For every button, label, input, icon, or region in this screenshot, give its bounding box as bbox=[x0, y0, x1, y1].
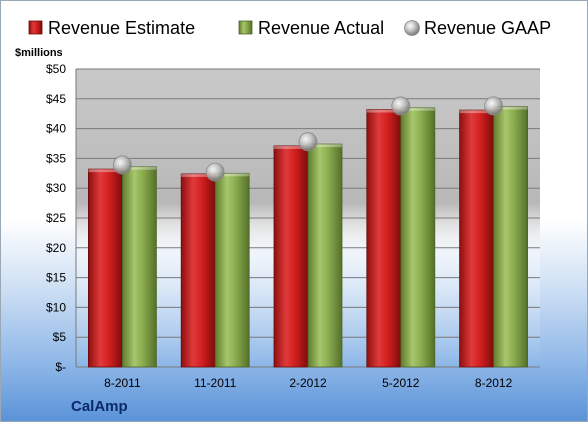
marker-revenue-gaap-8-2011 bbox=[113, 155, 132, 175]
bar-revenue-estimate-8-2011 bbox=[88, 168, 123, 368]
bar-top-highlight bbox=[88, 169, 123, 173]
x-tick-label: 2-2012 bbox=[289, 376, 327, 390]
bar-top-highlight bbox=[122, 166, 157, 170]
legend-label-revenue-gaap: Revenue GAAP bbox=[424, 18, 551, 38]
y-tick-label: $10 bbox=[46, 300, 66, 314]
x-tick-label: 11-2011 bbox=[194, 376, 237, 390]
bar-top-highlight bbox=[181, 173, 216, 177]
bar-revenue-estimate-11-2011 bbox=[180, 173, 216, 368]
y-tick-label: $25 bbox=[46, 211, 66, 225]
company-label: CalAmp bbox=[71, 398, 128, 415]
y-tick-label: $5 bbox=[53, 330, 67, 344]
bar-revenue-actual-8-2011 bbox=[122, 166, 157, 368]
x-tick-label: 5-2012 bbox=[382, 376, 420, 390]
bar-top-highlight bbox=[493, 106, 528, 110]
x-tick-label: 8-2012 bbox=[475, 376, 513, 390]
x-axis: 8-2011 11-2011 2-2012 5-2012 8-2012 bbox=[104, 376, 512, 390]
bar-revenue-actual-2-2012 bbox=[307, 143, 343, 368]
bar-top-highlight bbox=[274, 145, 308, 149]
legend-swatch-revenue-gaap bbox=[404, 20, 420, 36]
marker-revenue-gaap-11-2011 bbox=[205, 162, 225, 182]
gaap-markers bbox=[113, 96, 504, 182]
bar-series bbox=[88, 106, 529, 368]
legend-swatch-revenue-actual bbox=[238, 20, 253, 35]
y-tick-label: $40 bbox=[46, 122, 66, 136]
legend-swatch-revenue-estimate bbox=[28, 20, 43, 35]
legend-label-revenue-actual: Revenue Actual bbox=[258, 18, 384, 38]
marker-revenue-gaap-5-2012 bbox=[391, 96, 411, 116]
bar-top-highlight bbox=[308, 144, 342, 148]
bar-revenue-actual-8-2012 bbox=[493, 106, 529, 368]
x-tick-label: 8-2011 bbox=[104, 376, 141, 390]
y-axis: $- $5 $10 $15 $20 $25 $30 $35 $40 $45 $50 bbox=[46, 62, 77, 374]
y-tick-label: $15 bbox=[46, 271, 66, 285]
unit-label: $millions bbox=[15, 47, 63, 59]
y-tick-label: $45 bbox=[46, 92, 66, 106]
legend: Revenue Estimate Revenue Actual Revenue GA… bbox=[28, 18, 551, 38]
bar-top-highlight bbox=[459, 110, 494, 114]
bar-top-highlight bbox=[400, 107, 435, 111]
y-tick-label: $35 bbox=[46, 151, 66, 165]
legend-label-revenue-estimate: Revenue Estimate bbox=[48, 18, 195, 38]
y-tick-label: $30 bbox=[46, 181, 66, 195]
bar-revenue-estimate-5-2012 bbox=[366, 109, 402, 368]
marker-revenue-gaap-2-2012 bbox=[298, 132, 318, 152]
bar-top-highlight bbox=[366, 109, 401, 113]
bar-revenue-estimate-2-2012 bbox=[273, 145, 309, 368]
y-tick-label: $50 bbox=[46, 62, 66, 76]
y-tick-label: $- bbox=[55, 360, 66, 374]
bar-revenue-actual-5-2012 bbox=[400, 107, 436, 368]
marker-revenue-gaap-8-2012 bbox=[484, 96, 504, 116]
y-tick-label: $20 bbox=[46, 241, 66, 255]
bar-revenue-actual-11-2011 bbox=[214, 172, 250, 368]
bar-top-highlight bbox=[215, 173, 250, 177]
bar-revenue-estimate-8-2012 bbox=[459, 109, 495, 368]
